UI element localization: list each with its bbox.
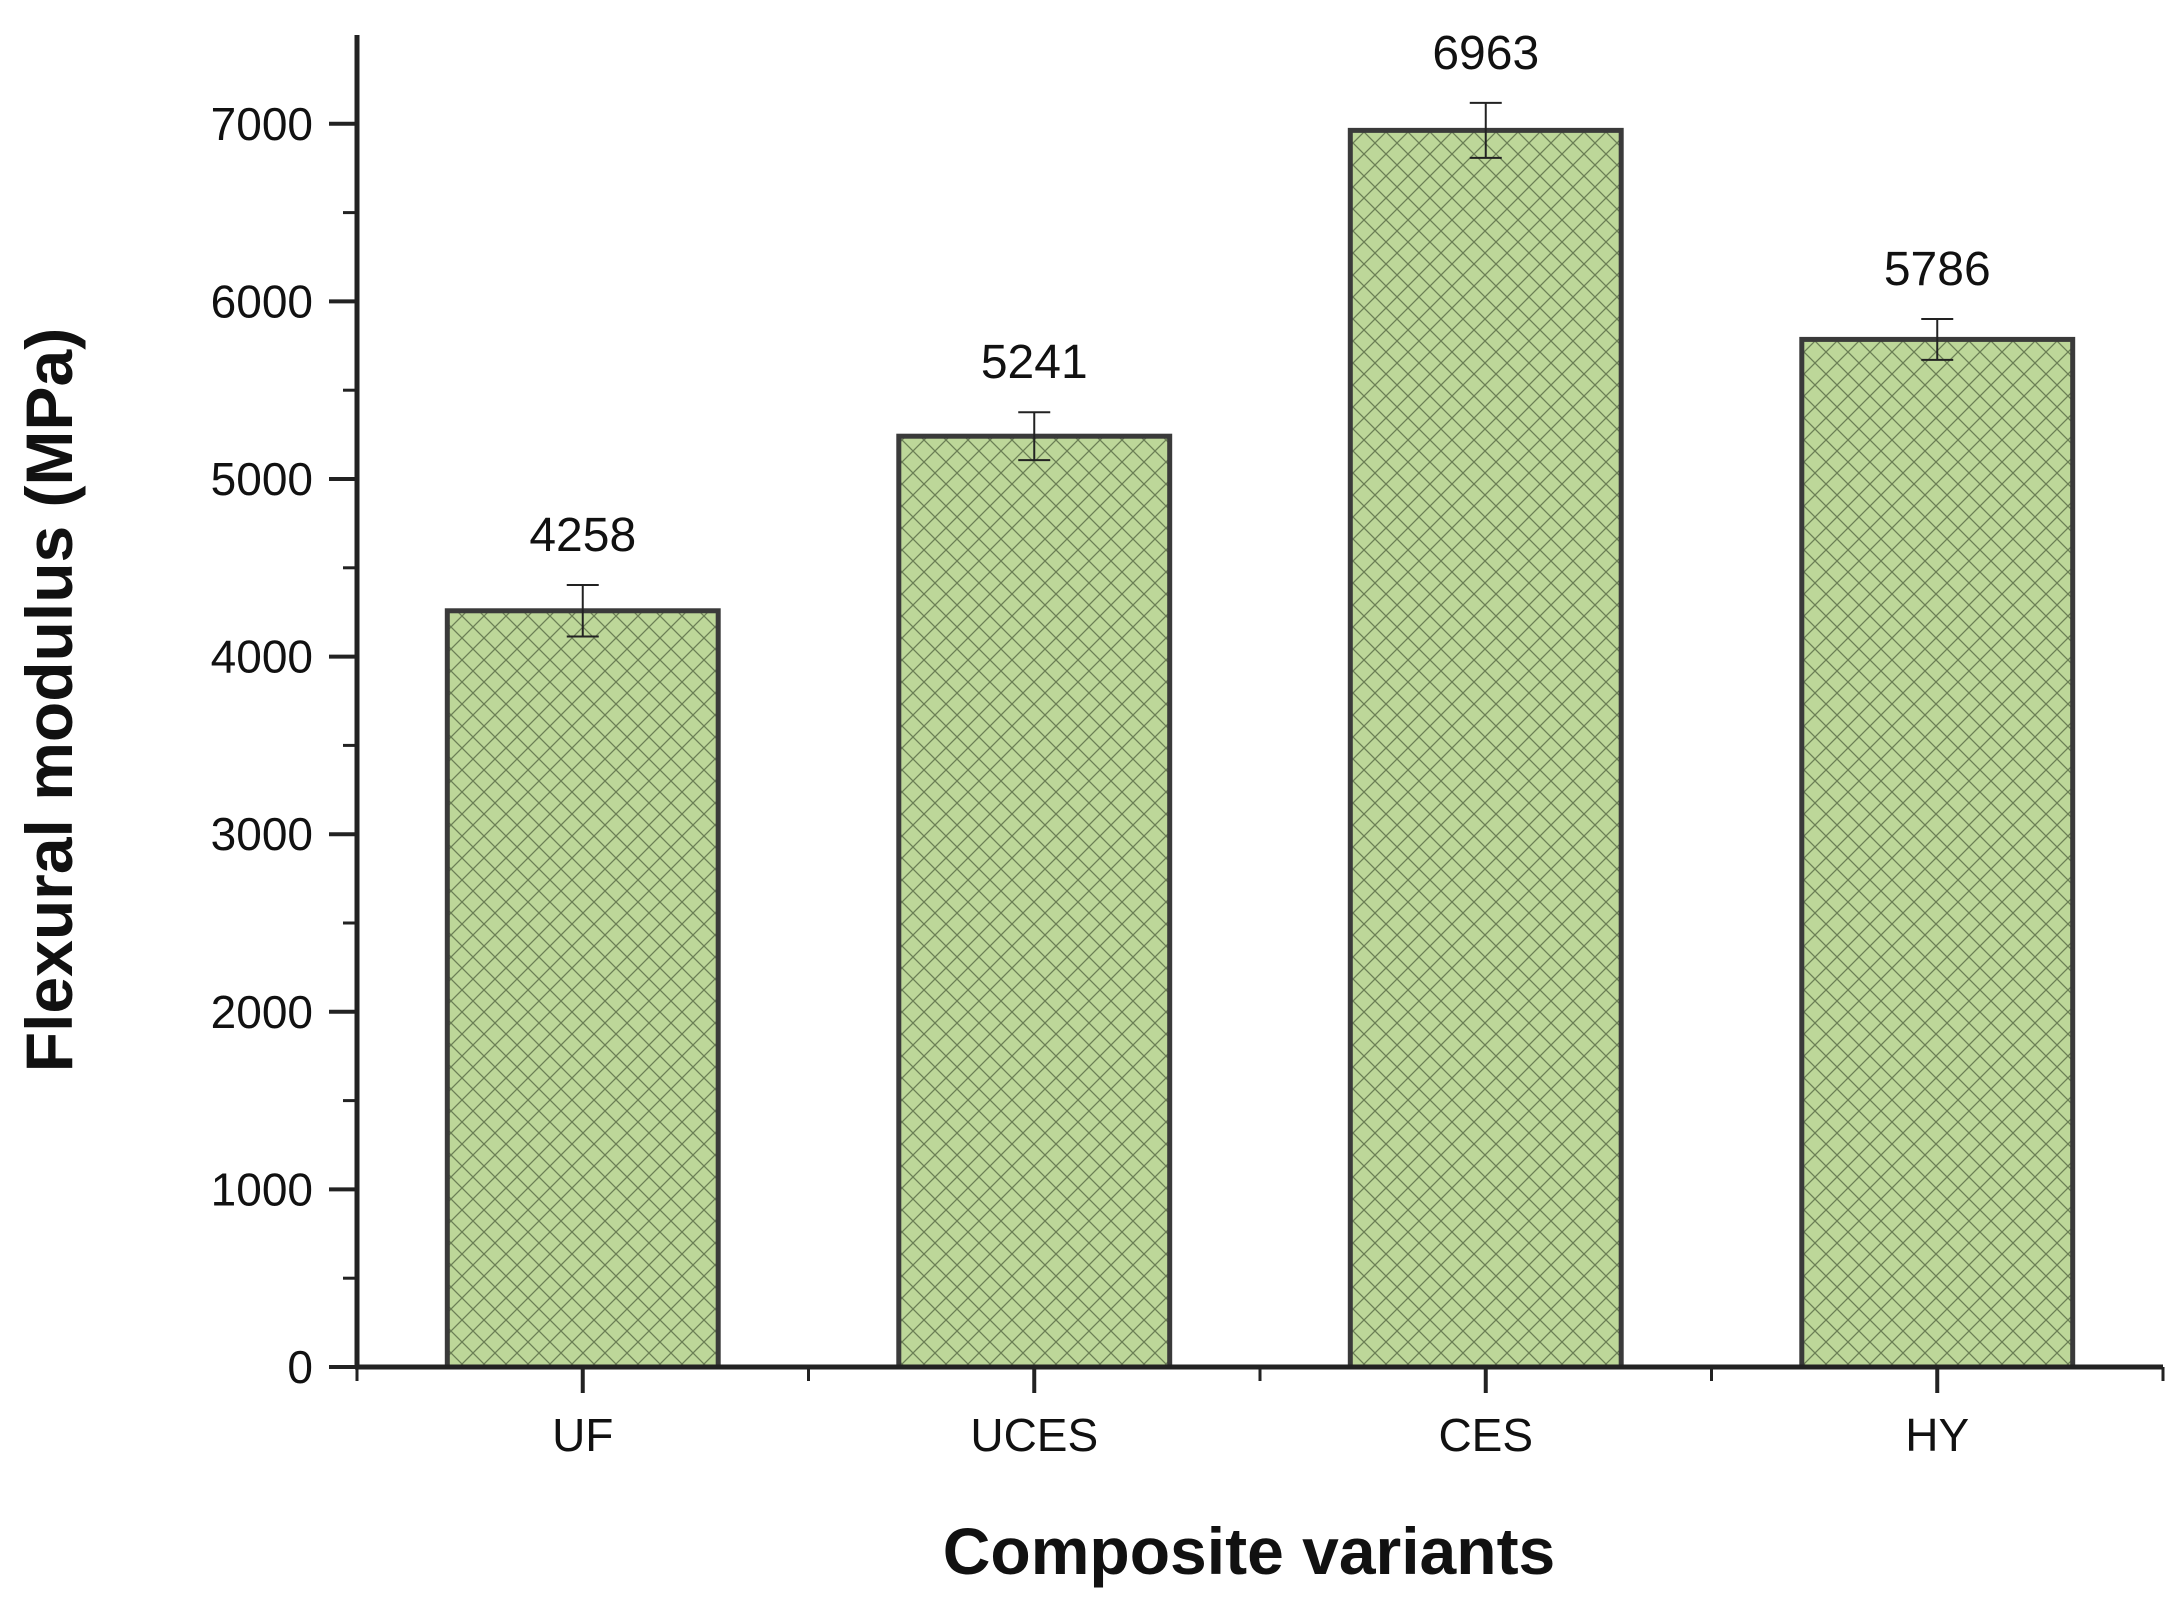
y-tick-label-6000: 6000	[211, 275, 313, 327]
data-label-uf: 4258	[529, 509, 636, 562]
y-axis-title: Flexural modulus (MPa)	[12, 328, 86, 1072]
x-tick-label-uces: UCES	[970, 1409, 1098, 1461]
y-tick-label-7000: 7000	[211, 98, 313, 150]
y-tick-label-4000: 4000	[211, 631, 313, 683]
data-label-uces: 5241	[981, 336, 1088, 389]
labels-layer: 4258 UF 5241 UCES 6963 CES 5786 HY 0 1000 2000 3000…	[211, 27, 1991, 1461]
data-label-ces: 6963	[1432, 27, 1539, 80]
bar-uces	[896, 433, 1173, 1370]
axes-layer	[329, 35, 2165, 1393]
x-axis-title: Composite variants	[943, 1514, 1556, 1588]
x-tick-label-uf: UF	[552, 1409, 613, 1461]
bar-uf	[444, 608, 721, 1370]
bar-ces	[1347, 127, 1624, 1370]
x-tick-label-ces: CES	[1438, 1409, 1533, 1461]
y-tick-label-3000: 3000	[211, 808, 313, 860]
error-bars-layer	[566, 101, 1954, 638]
y-tick-label-0: 0	[287, 1341, 313, 1393]
bar-hy	[1799, 336, 2076, 1370]
x-tick-label-hy: HY	[1905, 1409, 1969, 1461]
y-tick-label-5000: 5000	[211, 453, 313, 505]
y-tick-label-1000: 1000	[211, 1163, 313, 1215]
bars-layer	[444, 127, 2076, 1370]
data-label-hy: 5786	[1884, 243, 1991, 296]
y-tick-label-2000: 2000	[211, 986, 313, 1038]
